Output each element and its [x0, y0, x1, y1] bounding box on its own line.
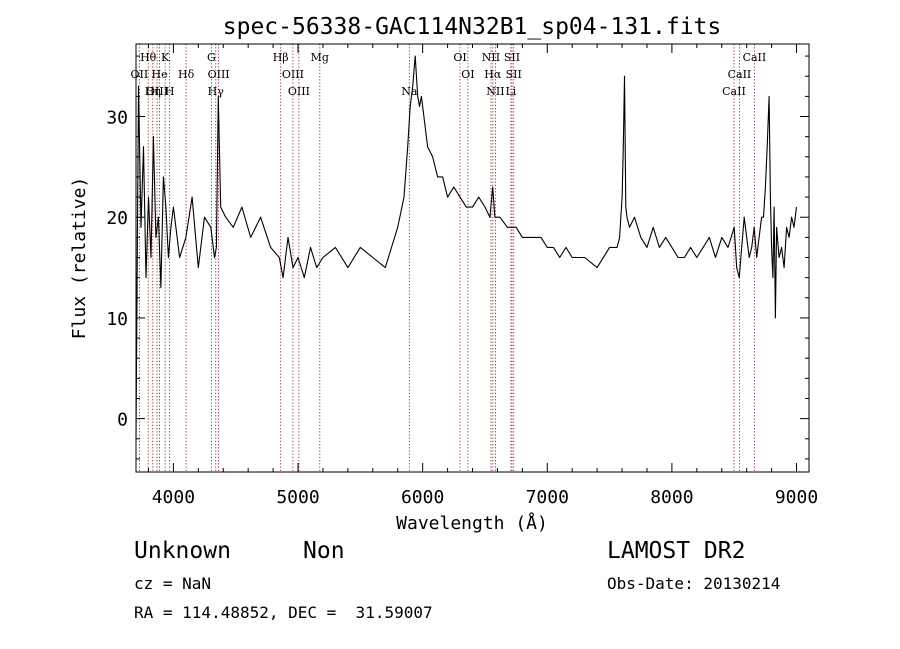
- line-marker-label: H: [165, 85, 175, 98]
- line-marker-label: CaII: [722, 85, 746, 98]
- x-tick-label: 7000: [526, 487, 569, 508]
- line-marker-label: OII: [131, 68, 149, 81]
- line-marker-label: Hα: [484, 68, 502, 81]
- line-marker-label: Hη: [145, 85, 161, 98]
- x-tick-label: 8000: [650, 487, 693, 508]
- line-marker-label: CaII: [728, 68, 752, 81]
- y-tick-label: 0: [117, 410, 128, 431]
- survey-name: LAMOST DR2: [607, 538, 746, 564]
- line-marker-label: NII: [482, 51, 500, 64]
- y-tick-label: 10: [106, 309, 128, 330]
- y-tick-label: 30: [106, 108, 128, 129]
- line-marker-label: SII: [506, 68, 522, 81]
- line-marker-label: Hβ: [273, 51, 289, 64]
- y-tick-label: 20: [106, 208, 128, 229]
- observation-date: Obs-Date: 20130214: [607, 574, 781, 593]
- coordinates: RA = 114.48852, DEC = 31.59007: [134, 603, 433, 622]
- y-axis-label: Flux (relative): [69, 177, 90, 340]
- line-marker-label: OI: [461, 68, 474, 81]
- line-markers: [138, 44, 755, 472]
- redshift-value: cz = NaN: [134, 574, 212, 593]
- x-tick-label: 6000: [401, 487, 444, 508]
- x-tick-label: 4000: [152, 487, 195, 508]
- x-tick-label: 9000: [775, 487, 818, 508]
- line-marker-label: He: [152, 68, 168, 81]
- line-marker-label: Hθ: [140, 51, 157, 64]
- line-marker-label: OIII: [288, 85, 310, 98]
- line-marker-label: OIII: [208, 68, 230, 81]
- line-marker-label: Hγ: [208, 85, 225, 98]
- line-marker-label: Mg: [311, 51, 329, 64]
- line-marker-label: K: [161, 51, 170, 64]
- chart-title: spec-56338-GAC114N32B1_sp04-131.fits: [223, 14, 722, 40]
- line-marker-label: CaII: [743, 51, 767, 64]
- x-tick-label: 5000: [276, 487, 319, 508]
- spectral-subclass: Non: [303, 538, 345, 564]
- line-marker-label: OI: [453, 51, 466, 64]
- line-marker-label: G: [207, 51, 216, 64]
- line-marker-label: Hδ: [178, 68, 195, 81]
- spectrum-line: [135, 55, 798, 439]
- x-axis-label: Wavelength (Å): [396, 512, 548, 534]
- spectral-class: Unknown: [134, 538, 231, 564]
- line-marker-label: OIII: [282, 68, 304, 81]
- line-marker-label: Na: [401, 85, 418, 98]
- plot-frame: [135, 43, 810, 473]
- line-marker-label: Li: [505, 85, 516, 98]
- line-marker-label: NII: [486, 85, 504, 98]
- axis-ticks: [136, 44, 809, 472]
- line-marker-label: SII: [504, 51, 520, 64]
- axis-tick-labels: 4000 5000 6000 7000 8000 9000 0 10 20 30: [106, 108, 818, 508]
- line-marker-label: OIII: [146, 85, 168, 98]
